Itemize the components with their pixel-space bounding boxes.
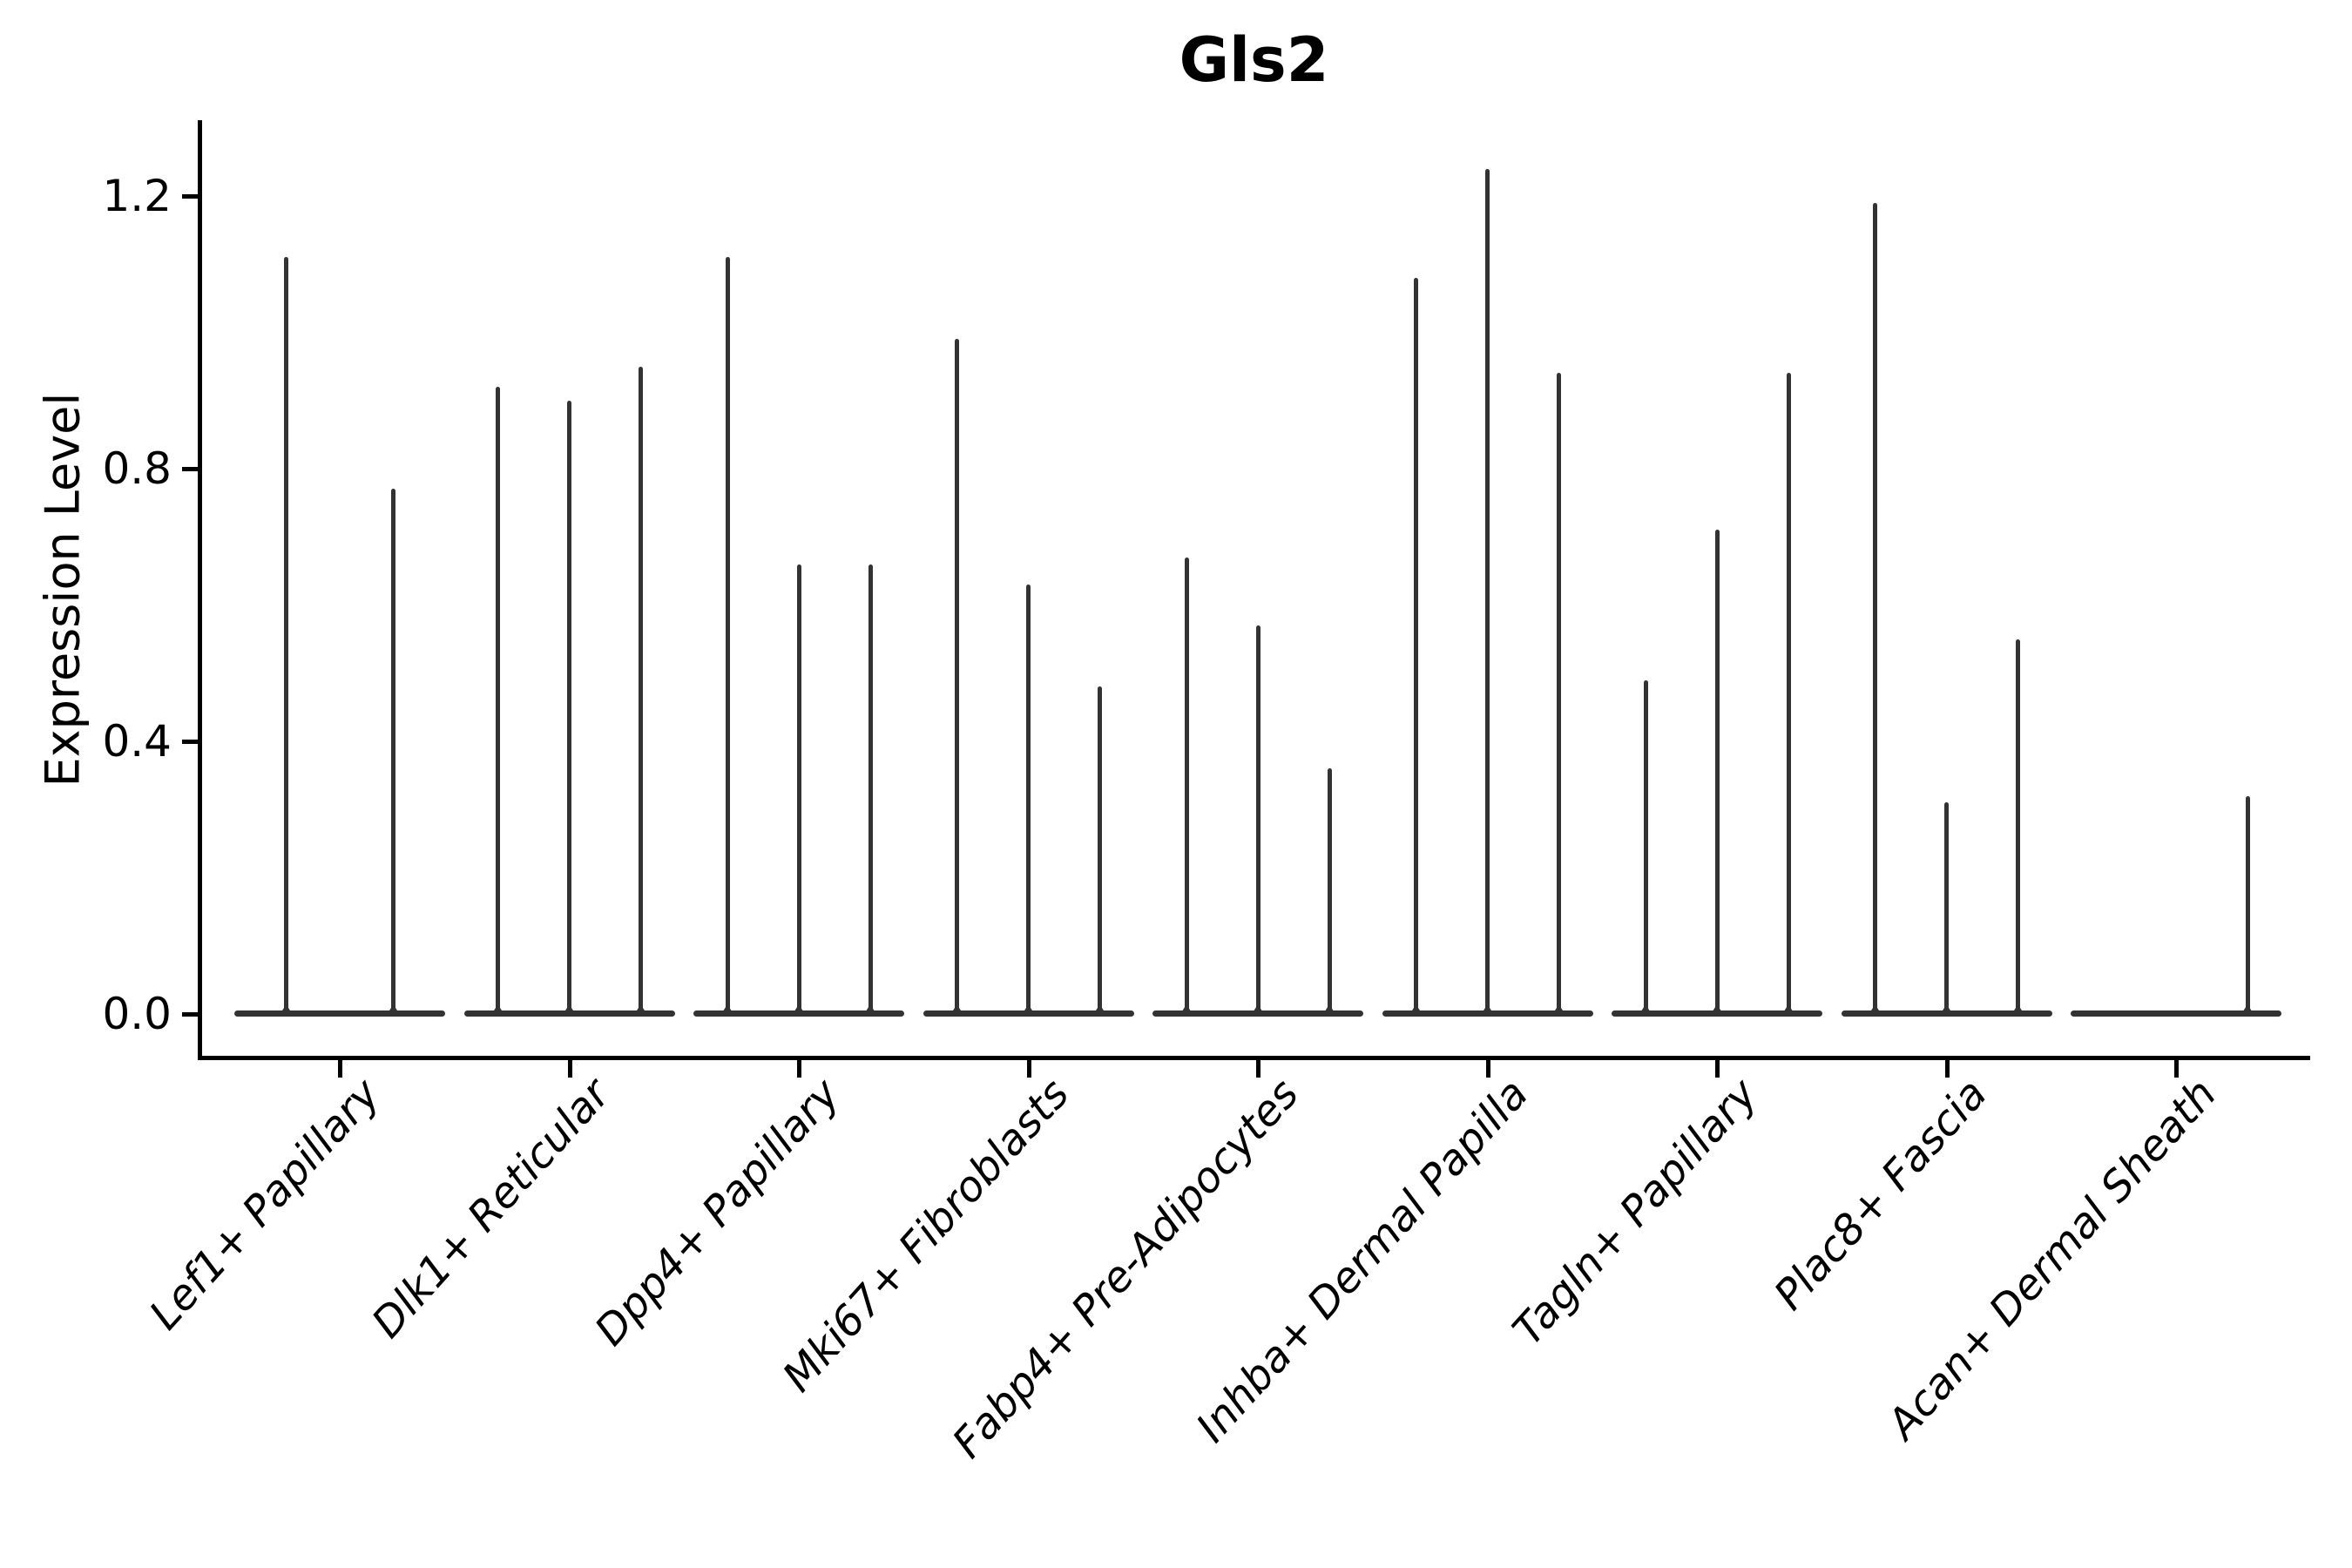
violin-tail-base xyxy=(1093,1002,1106,1014)
violin-spike xyxy=(1714,530,1720,1016)
violin-tail-base xyxy=(2011,1002,2024,1014)
y-tick-mark xyxy=(182,467,198,471)
violin-tail-base xyxy=(1409,1002,1423,1014)
violin-spike xyxy=(496,387,500,1016)
violin-spike xyxy=(1944,802,1949,1016)
y-tick-label: 0.0 xyxy=(102,989,172,1039)
violin-baseline xyxy=(2071,1010,2281,1017)
chart-title: Gls2 xyxy=(1179,24,1329,96)
x-tick-mark xyxy=(1715,1060,1720,1078)
violin-tail-base xyxy=(491,1002,504,1014)
violin-baseline xyxy=(234,1010,445,1017)
violin-tail-base xyxy=(634,1002,647,1014)
violin-spike xyxy=(567,401,571,1016)
x-tick-label-7: Tagln+ Papillary xyxy=(1504,1070,1767,1355)
violin-tail-base xyxy=(864,1002,876,1014)
y-tick-mark xyxy=(182,194,198,199)
violin-spike xyxy=(868,564,873,1016)
violin-spike xyxy=(1873,203,1877,1016)
violin-tail-base xyxy=(563,1002,576,1014)
y-axis-label: Expression Level xyxy=(35,392,91,787)
violin-spike xyxy=(725,257,730,1016)
x-tick-mark xyxy=(1485,1060,1490,1078)
violin-spike xyxy=(1327,768,1332,1016)
violin-tail-base xyxy=(1252,1002,1264,1014)
x-tick-mark xyxy=(1944,1060,1950,1078)
violin-tail-base xyxy=(1323,1002,1335,1014)
violin-tail-base xyxy=(950,1002,963,1014)
violin-tail-base xyxy=(1022,1002,1035,1014)
violin-spike xyxy=(1643,680,1648,1016)
x-axis-spine xyxy=(198,1056,2310,1060)
violin-spike xyxy=(1026,585,1031,1016)
x-tick-label-2: Dlk1+ Reticular xyxy=(362,1070,620,1348)
violin-spike xyxy=(955,339,959,1016)
x-tick-mark xyxy=(567,1060,572,1078)
violin-tail-base xyxy=(387,1002,400,1014)
x-tick-mark xyxy=(1256,1060,1260,1078)
violin-spike xyxy=(1098,686,1102,1016)
y-tick-label: 0.4 xyxy=(102,716,172,767)
violin-tail-base xyxy=(1481,1002,1494,1014)
violin-tail-base xyxy=(1711,1002,1723,1014)
violin-tail-base xyxy=(1639,1002,1652,1014)
y-tick-label: 0.8 xyxy=(102,443,172,494)
violin-tail-base xyxy=(1782,1002,1794,1014)
violin-spike xyxy=(796,564,801,1016)
x-tick-mark xyxy=(1026,1060,1031,1078)
violin-spike xyxy=(2245,796,2250,1016)
x-tick-mark xyxy=(338,1060,342,1078)
violin-spike xyxy=(391,489,395,1016)
y-axis-spine xyxy=(198,120,202,1060)
violin-tail-base xyxy=(2241,1002,2254,1014)
violin-tail-base xyxy=(1552,1002,1565,1014)
y-tick-mark xyxy=(182,1012,198,1017)
violin-tail-base xyxy=(1869,1002,1882,1014)
violin-spike xyxy=(639,367,643,1016)
y-tick-label: 1.2 xyxy=(102,171,172,221)
x-tick-label-3: Dpp4+ Papillary xyxy=(585,1070,849,1355)
violin-spike xyxy=(1485,169,1490,1016)
y-tick-mark xyxy=(182,740,198,744)
x-tick-mark xyxy=(797,1060,801,1078)
x-tick-mark xyxy=(2174,1060,2179,1078)
violin-spike xyxy=(1786,373,1791,1016)
violin-spike xyxy=(2016,639,2020,1016)
violin-spike xyxy=(1255,625,1260,1016)
x-tick-label-1: Lef1+ Papillary xyxy=(140,1070,390,1340)
violin-tail-base xyxy=(793,1002,805,1014)
violin-tail-base xyxy=(280,1002,293,1014)
x-tick-label-8: Plac8+ Fascia xyxy=(1765,1070,1997,1320)
violin-spike xyxy=(1414,278,1418,1016)
violin-spike xyxy=(1557,373,1561,1016)
violin-spike xyxy=(284,257,288,1016)
violin-tail-base xyxy=(1180,1002,1193,1014)
violin-tail-base xyxy=(1940,1002,1953,1014)
violin-tail-base xyxy=(721,1002,733,1014)
violin-spike xyxy=(1184,558,1189,1016)
